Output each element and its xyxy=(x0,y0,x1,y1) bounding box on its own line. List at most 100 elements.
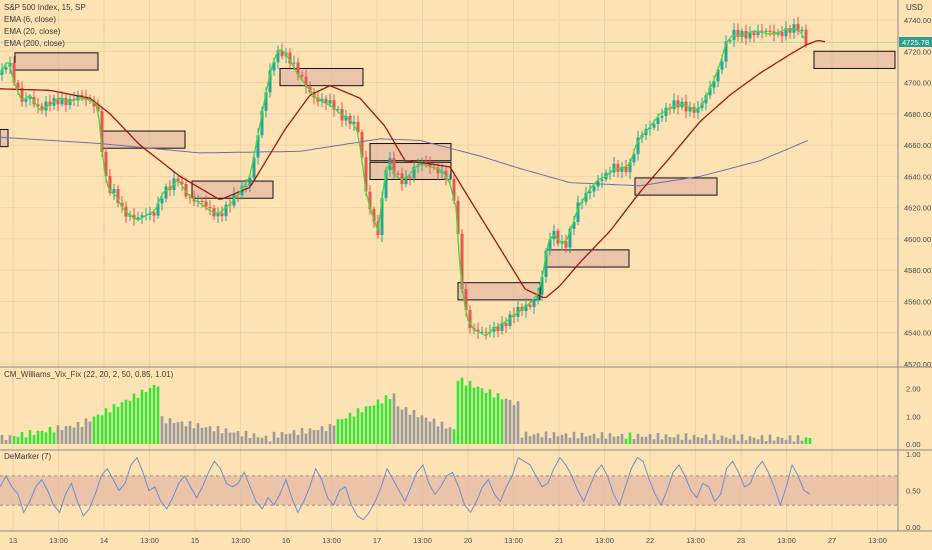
candle-body xyxy=(504,323,508,326)
candle-body xyxy=(540,276,544,295)
vix-bar xyxy=(52,432,56,444)
candle-body xyxy=(728,40,732,42)
vix-bar xyxy=(768,434,772,444)
candle-body xyxy=(788,28,792,33)
vix-bar xyxy=(260,437,264,444)
vix-bar xyxy=(208,426,212,444)
vix-bar xyxy=(124,399,128,444)
candle-body xyxy=(536,294,540,301)
candle-body xyxy=(56,98,60,105)
candle-body xyxy=(364,157,368,192)
candle-body xyxy=(744,30,748,39)
candle-body xyxy=(408,176,412,179)
vix-bar xyxy=(88,421,92,444)
vix-bar xyxy=(68,425,72,444)
candle-body xyxy=(664,107,668,116)
vix-bar xyxy=(264,435,268,444)
vix-bar xyxy=(292,430,296,444)
vix-bar xyxy=(632,439,636,444)
vix-bar xyxy=(364,406,368,444)
vix-bar xyxy=(340,419,344,444)
vix-bar xyxy=(40,430,44,444)
candle-body xyxy=(24,98,28,102)
vix-bar xyxy=(444,428,448,444)
x-tick-label: 23 xyxy=(737,536,745,545)
candle-body xyxy=(120,202,124,207)
candle-body xyxy=(428,163,432,168)
candle-body xyxy=(40,106,44,111)
candle-body xyxy=(152,212,156,216)
supply-demand-zone xyxy=(14,52,99,71)
vix-bar xyxy=(108,412,112,444)
supply-demand-zone xyxy=(813,50,896,69)
vix-bar xyxy=(600,432,604,444)
vix-bar xyxy=(652,439,656,444)
vix-bar xyxy=(76,422,80,444)
vix-bar xyxy=(504,398,508,444)
vix-bar xyxy=(760,435,764,444)
x-tick-label: 13:00 xyxy=(504,536,523,545)
vix-bar xyxy=(388,399,392,444)
vix-bar xyxy=(776,436,780,444)
vix-bar xyxy=(440,421,444,444)
candle-body xyxy=(524,304,528,311)
vix-bar xyxy=(800,440,804,444)
vix-bar xyxy=(528,436,532,444)
vix-bar xyxy=(144,392,148,444)
candle-body xyxy=(496,326,500,331)
vix-bar xyxy=(460,377,464,444)
price-tick-label: 4560.00 xyxy=(904,297,931,306)
vix-bar xyxy=(456,380,460,444)
candle-body xyxy=(156,203,160,216)
candle-body xyxy=(64,97,68,105)
candle-body xyxy=(244,185,248,187)
grid-lines xyxy=(0,0,898,530)
vix-bar xyxy=(704,434,708,444)
vix-bar xyxy=(152,384,156,444)
candle-body xyxy=(688,106,692,112)
candle-body xyxy=(456,200,460,234)
candle-body xyxy=(724,41,728,62)
vix-bar xyxy=(348,412,352,444)
candle-body xyxy=(624,166,628,173)
vix-bar xyxy=(296,434,300,444)
vix-bar xyxy=(180,421,184,444)
vix-bar xyxy=(56,425,60,444)
candle-body xyxy=(352,121,356,125)
currency-label: USD xyxy=(906,3,923,12)
vix-bar xyxy=(660,439,664,444)
vix-bar xyxy=(472,387,476,444)
vix-bar xyxy=(400,409,404,444)
candle-body xyxy=(396,173,400,175)
candle-body xyxy=(220,213,224,217)
ema6-line xyxy=(0,28,805,337)
vix-bar xyxy=(636,433,640,444)
demarker-tick-label: 1.00 xyxy=(906,450,921,459)
x-tick-label: 13:00 xyxy=(868,536,887,545)
x-tick-label: 22 xyxy=(646,536,654,545)
vix-bar xyxy=(384,395,388,444)
supply-demand-zone xyxy=(101,130,186,149)
candle-body xyxy=(292,62,296,64)
x-tick-label: 13 xyxy=(9,536,17,545)
candle-body xyxy=(368,191,372,210)
vix-bar xyxy=(780,437,784,444)
vix-bar xyxy=(132,393,136,444)
vix-bar xyxy=(700,438,704,444)
vix-bar xyxy=(396,406,400,444)
vix-bar xyxy=(664,434,668,444)
candle-body xyxy=(60,97,64,105)
vix-bar xyxy=(84,418,88,444)
vix-bar xyxy=(280,431,284,444)
candle-body xyxy=(528,304,532,307)
vix-bar xyxy=(288,433,292,444)
vix-bar xyxy=(548,437,552,444)
vix-bar xyxy=(736,440,740,444)
x-tick-label: 13:00 xyxy=(413,536,432,545)
candle-body xyxy=(716,69,720,82)
candle-body xyxy=(620,166,624,172)
vix-bar xyxy=(468,380,472,444)
candle-body xyxy=(4,67,8,70)
